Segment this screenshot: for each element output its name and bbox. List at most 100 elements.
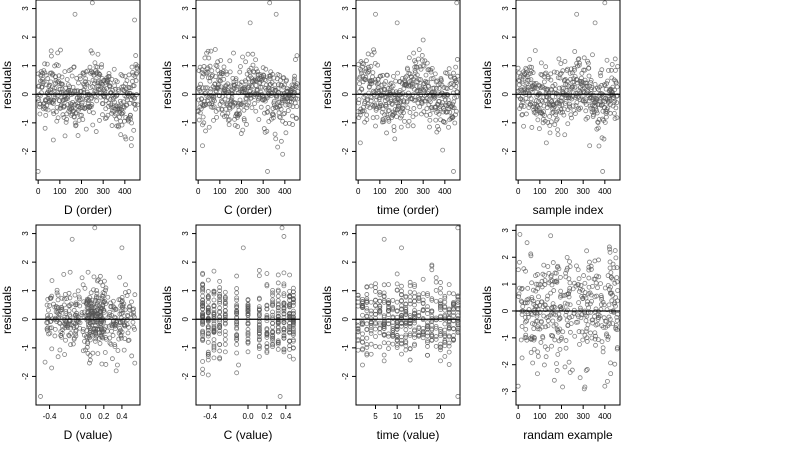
x-axis-title: C (order) [224,203,272,217]
x-tick-label: 200 [395,187,409,196]
residual-point [590,92,596,98]
residual-point [594,110,600,116]
residual-point [436,85,442,91]
x-axis-title: D (value) [64,428,113,442]
residual-point [364,335,370,341]
residual-point [88,96,94,102]
residual-point [451,169,456,174]
residual-point [46,331,51,337]
residual-point [265,169,270,174]
residual-point [364,292,370,297]
residual-point [529,125,535,130]
x-tick-label: 5 [373,412,378,421]
y-tick-label: 2 [501,254,510,259]
residual-point [115,348,121,353]
residual-point [61,302,67,308]
residual-point [516,294,521,299]
residual-point [52,326,58,332]
residual-point [437,99,442,104]
residual-point [446,290,452,296]
residual-point [121,322,127,328]
residual-point [364,342,370,347]
residual-point [294,53,300,59]
residual-point [555,351,561,357]
residual-point [421,109,427,115]
residual-point [377,344,383,350]
residual-point [234,295,240,301]
x-tick-label: 0.4 [280,412,292,421]
residual-point [438,78,444,84]
residual-point [433,275,439,281]
residual-point [538,60,544,66]
residual-point [42,359,48,365]
residual-point [593,342,598,348]
residual-point [89,0,95,6]
residual-point [592,258,598,264]
residual-point [54,290,60,296]
y-tick-label: -1 [21,344,30,352]
residual-point [234,297,240,303]
residual-point [595,285,600,291]
residual-point [608,371,614,377]
y-tick-label: 3 [181,6,190,11]
residual-point [217,328,223,334]
residual-point [446,66,452,72]
residual-point [381,119,387,125]
residual-point [429,107,435,113]
residual-point [247,20,253,26]
residual-point [436,111,442,117]
residual-point [543,64,549,70]
residual-point [431,95,437,101]
residual-point [62,133,68,139]
residual-point [368,63,374,69]
residual-point [455,73,461,79]
residual-point [205,339,211,345]
residual-point [414,83,420,89]
residual-point [87,295,93,300]
residual-point [389,102,395,107]
residual-point [391,128,397,133]
residual-point [241,107,247,113]
residual-point [379,109,385,115]
residual-point [77,320,83,326]
residual-point [93,336,99,342]
y-tick-label: 3 [21,6,30,11]
residual-point [79,312,85,318]
residual-panel-5: -2 -1 0 1 2 3 -0.4 0.0 0.2 0.4D (value) residuals [0,224,141,442]
residual-point [374,81,380,87]
residual-point [391,73,396,79]
residual-point [413,111,419,117]
residual-point [600,349,606,355]
residual-point [538,340,544,345]
residual-point [95,326,100,332]
residual-point [432,94,438,100]
residual-point [364,305,370,311]
residual-point [583,108,589,114]
residual-point [207,63,213,69]
residual-point [100,101,106,107]
residual-point [368,98,374,104]
residual-point [525,87,531,93]
residual-point [41,79,47,85]
residual-point [55,297,61,303]
residual-panel-3: -2 -1 0 1 2 3 0 100 200 300 400 time (order) residua… [320,0,461,217]
residual-point [221,114,227,119]
residual-point [567,315,572,321]
residual-point [44,320,50,326]
residual-point [394,281,400,287]
residual-point [134,66,140,72]
residual-point [360,335,365,341]
residual-point [613,255,619,261]
residual-point [420,58,425,64]
residual-point [382,112,388,118]
residual-point [238,64,243,69]
residual-point [118,333,124,339]
residual-point [132,360,138,366]
residual-point [89,50,95,56]
y-tick-label: -2 [21,372,30,380]
residual-point [424,60,430,66]
residual-point [548,97,553,103]
residual-point [586,267,592,273]
residual-point [370,115,376,121]
x-tick-label: 0 [516,187,521,196]
